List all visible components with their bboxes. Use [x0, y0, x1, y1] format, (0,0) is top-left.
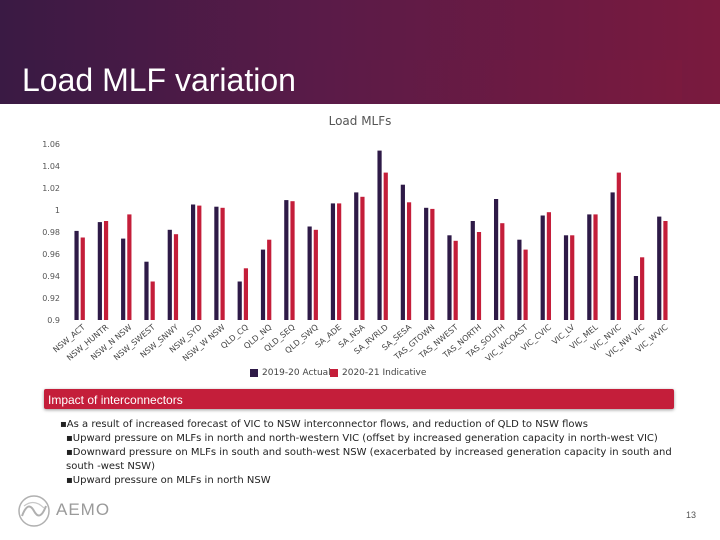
y-tick-label: 1.04	[42, 162, 60, 171]
page-title: Load MLF variation	[22, 60, 682, 100]
bar-actual	[307, 226, 312, 320]
bullet-item: ▪Upward pressure on MLFs in north and no…	[66, 433, 658, 444]
bar-indicative	[593, 214, 598, 320]
bar-indicative	[197, 205, 202, 320]
bar-actual	[260, 249, 266, 320]
bar-chart: 0.90.920.940.960.9811.021.041.06NSW_ACTN…	[42, 140, 670, 363]
bar-indicative	[290, 201, 295, 320]
bar-indicative	[640, 257, 645, 320]
y-tick-label: 0.98	[42, 228, 60, 237]
bar-actual	[493, 199, 499, 320]
bar-actual	[330, 203, 336, 320]
bar-actual	[424, 207, 429, 320]
interconnector-banner: Impact of interconnectors	[44, 389, 674, 409]
bar-indicative	[476, 232, 482, 320]
bullet-list: ▪As a result of increased forecast of VI…	[60, 418, 680, 488]
bar-indicative	[173, 234, 179, 320]
bar-indicative	[663, 221, 668, 320]
bar-indicative	[80, 237, 85, 320]
bullet-item: ▪Downward pressure on MLFs in south and …	[66, 447, 672, 472]
bar-indicative	[360, 196, 365, 320]
bar-indicative	[337, 203, 342, 320]
bar-actual	[447, 235, 452, 320]
bar-actual	[657, 216, 662, 320]
y-tick-label: 0.9	[47, 316, 60, 325]
aemo-logo-icon	[18, 495, 50, 527]
y-tick-label: 0.92	[42, 294, 60, 303]
bar-actual	[237, 281, 242, 320]
bar-indicative	[453, 240, 458, 320]
bar-indicative	[430, 208, 435, 320]
bar-actual	[470, 221, 475, 320]
bar-indicative	[616, 172, 621, 320]
bar-actual	[633, 276, 639, 320]
page-number: 13	[686, 510, 697, 520]
bullet-item: ▪As a result of increased forecast of VI…	[60, 419, 588, 430]
bar-indicative	[243, 268, 249, 320]
bar-indicative	[383, 172, 388, 320]
bullet-item: ▪Upward pressure on MLFs in north NSW	[66, 475, 271, 486]
bar-actual	[74, 230, 79, 320]
bar-actual	[214, 206, 219, 320]
bar-actual	[97, 222, 102, 320]
legend-swatch-actual	[250, 369, 258, 377]
bar-indicative	[570, 235, 575, 320]
bar-actual	[167, 229, 172, 320]
legend-swatch-indicative	[330, 369, 338, 377]
bar-indicative	[150, 281, 155, 320]
bar-indicative	[523, 249, 528, 320]
bar-actual	[144, 261, 149, 320]
aemo-logo: AEMO	[14, 494, 134, 532]
bar-actual	[377, 150, 382, 320]
bar-indicative	[127, 214, 132, 320]
bar-actual	[400, 184, 405, 320]
chart-legend: 2019-20 Actual 2020-21 Indicative	[0, 368, 720, 382]
legend-item-actual: 2019-20 Actual	[250, 368, 331, 379]
aemo-logo-text: AEMO	[56, 500, 111, 519]
bar-indicative	[406, 202, 412, 320]
bar-indicative	[500, 223, 505, 320]
bar-indicative	[220, 207, 225, 320]
bar-indicative	[546, 212, 552, 320]
legend-label-indicative: 2020-21 Indicative	[342, 368, 427, 378]
bar-actual	[610, 192, 615, 320]
y-tick-label: 1.02	[42, 184, 60, 193]
y-tick-label: 0.94	[42, 272, 60, 281]
legend-item-indicative: 2020-21 Indicative	[330, 368, 426, 379]
bar-actual	[121, 238, 126, 320]
bar-actual	[587, 214, 592, 320]
y-tick-label: 1.06	[42, 140, 60, 149]
y-tick-label: 1	[55, 206, 60, 215]
bar-indicative	[313, 229, 318, 320]
bar-actual	[284, 200, 289, 320]
bar-indicative	[267, 239, 272, 320]
legend-label-actual: 2019-20 Actual	[262, 368, 331, 378]
bar-actual	[190, 204, 196, 320]
bar-actual	[563, 235, 569, 320]
y-tick-label: 0.96	[42, 250, 60, 259]
bar-actual	[540, 215, 545, 320]
bar-indicative	[103, 221, 109, 320]
chart-title: Load MLFs	[328, 114, 392, 128]
bar-actual	[517, 239, 522, 320]
bar-actual	[354, 192, 359, 320]
